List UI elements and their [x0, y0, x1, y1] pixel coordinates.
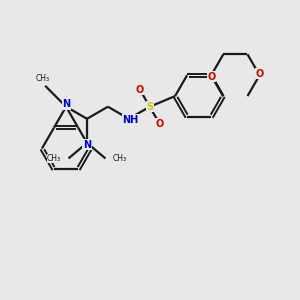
Text: O: O — [155, 119, 164, 129]
Text: O: O — [255, 69, 264, 79]
Text: N: N — [83, 140, 91, 150]
Text: NH: NH — [122, 115, 138, 125]
Text: S: S — [146, 102, 153, 112]
Text: O: O — [207, 72, 215, 82]
Text: CH₃: CH₃ — [113, 154, 127, 163]
Text: CH₃: CH₃ — [47, 154, 61, 163]
Text: O: O — [136, 85, 144, 95]
Text: N: N — [62, 99, 70, 110]
Text: CH₃: CH₃ — [36, 74, 50, 83]
